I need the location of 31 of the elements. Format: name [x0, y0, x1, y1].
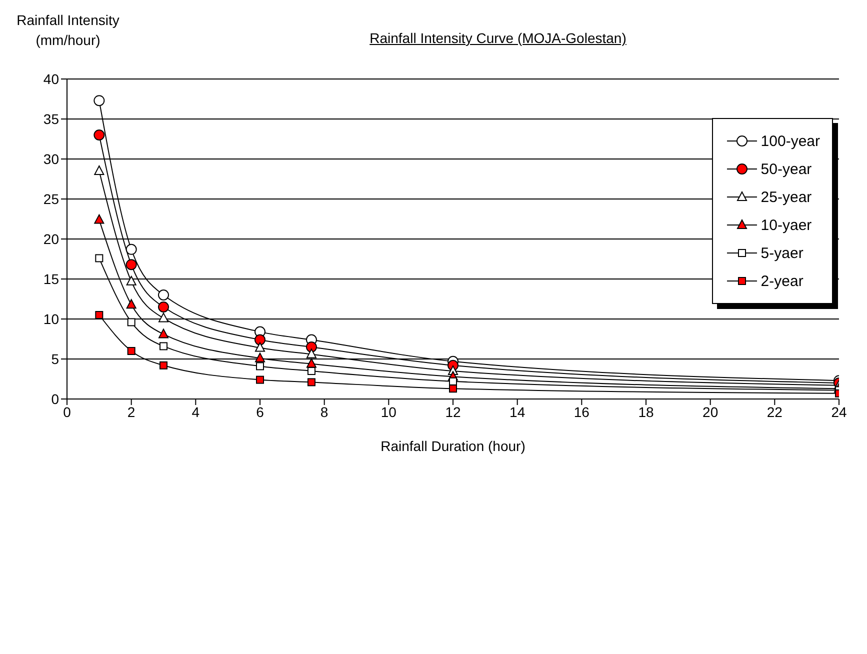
chart-title: Rainfall Intensity Curve (MOJA-Golestan): [368, 30, 628, 46]
y-tick-label: 10: [43, 310, 60, 327]
legend-label: 10-yaer: [760, 216, 812, 234]
x-tick-label: 24: [831, 404, 847, 420]
legend-label: 2-year: [760, 272, 804, 290]
y-tick-label: 35: [43, 110, 60, 127]
x-tick-label: 20: [702, 404, 718, 420]
x-tick-label: 8: [320, 404, 328, 420]
x-tick-label: 12: [445, 404, 461, 420]
y-tick-label: 15: [43, 270, 60, 287]
y-tick-label: 30: [43, 150, 60, 167]
x-tick-label: 22: [766, 404, 783, 420]
x-tick-label: 14: [510, 404, 526, 420]
y-axis-title: Rainfall Intensity (mm/hour): [16, 11, 120, 50]
x-tick-label: 10: [380, 404, 397, 420]
x-tick-label: 6: [256, 404, 264, 420]
y-tick-label: 25: [43, 190, 60, 207]
y-tick-label: 20: [43, 230, 60, 247]
x-axis-title: Rainfall Duration (hour): [380, 438, 526, 454]
legend-label: 100-year: [760, 132, 820, 150]
x-tick-label: 16: [574, 404, 590, 420]
legend-label: 25-year: [760, 188, 812, 206]
x-tick-label: 18: [638, 404, 654, 420]
legend-label: 5-yaer: [760, 244, 804, 262]
y-tick-label: 40: [43, 70, 60, 87]
legend-label: 50-year: [760, 160, 812, 178]
x-tick-label: 2: [127, 404, 136, 420]
x-tick-label: 0: [63, 404, 72, 420]
x-tick-label: 4: [192, 404, 200, 420]
y-tick-label: 0: [51, 390, 60, 407]
y-tick-label: 5: [51, 350, 60, 367]
